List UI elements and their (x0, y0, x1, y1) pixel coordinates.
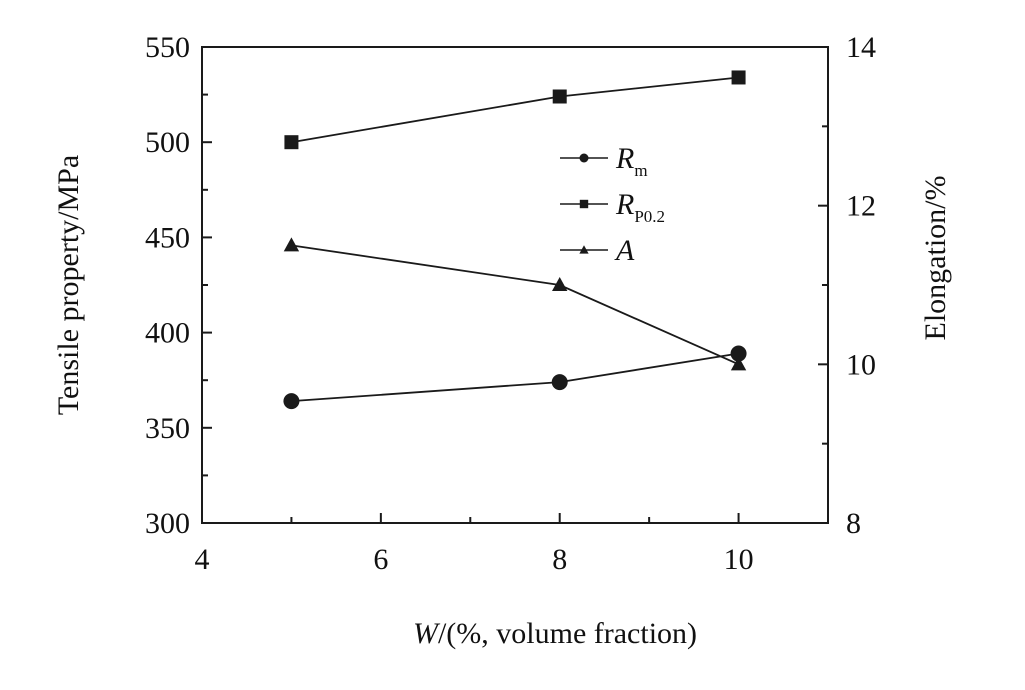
data-point-rm (283, 393, 300, 410)
y-right-tick-label: 10 (846, 348, 876, 381)
y-left-tick-label: 550 (145, 31, 190, 64)
series-line-rm (291, 352, 739, 403)
legend-label-rm: Rm (615, 142, 648, 180)
data-point-a (283, 237, 300, 252)
data-point-rm (730, 345, 747, 362)
x-axis-title-unit: /(%, volume fraction) (438, 617, 697, 650)
y-axis-right-title: Elongation/% (919, 176, 952, 341)
series-markers (283, 70, 747, 410)
y-left-tick-label: 400 (145, 317, 190, 350)
data-point-rp0-2 (552, 89, 567, 104)
series-line-rp0-2 (291, 76, 739, 144)
x-axis-title-variable: W (413, 617, 441, 650)
y-left-tick-label: 300 (145, 507, 190, 540)
series-lines (291, 76, 739, 403)
legend-marker-rm (579, 153, 589, 163)
y-left-tick-label: 500 (145, 126, 190, 159)
legend-marker-a (579, 245, 589, 254)
x-axis-title: W/(%, volume fraction) (413, 617, 697, 650)
data-point-a (552, 277, 568, 291)
legend: Rm RP0.2 A (560, 142, 665, 267)
series-line-a (291, 244, 739, 366)
y-right-tick-label: 12 (846, 190, 876, 223)
y-left-tick-label: 350 (145, 412, 190, 445)
y-right-tick-label: 8 (846, 507, 861, 540)
x-tick-label: 4 (195, 543, 210, 576)
data-point-a (730, 356, 747, 371)
y-right-tick-label: 14 (846, 31, 876, 64)
data-point-rp0-2 (284, 135, 299, 150)
axis-ticks: 4 6 8 10 300 350 400 450 500 550 8 10 12 14 (145, 31, 876, 576)
y-left-tick-label: 450 (145, 221, 190, 254)
plot-border (201, 46, 829, 524)
legend-label-a: A (614, 234, 635, 267)
legend-label-rp0-2: RP0.2 (615, 188, 665, 226)
data-point-rp0-2 (731, 70, 746, 85)
x-tick-label: 10 (724, 543, 754, 576)
legend-marker-rp0-2 (579, 199, 589, 209)
plot-frame (201, 46, 829, 524)
y-axis-left-title: Tensile property/MPa (52, 155, 85, 415)
x-tick-label: 8 (552, 543, 567, 576)
x-tick-label: 6 (373, 543, 388, 576)
data-point-rm (551, 374, 568, 391)
